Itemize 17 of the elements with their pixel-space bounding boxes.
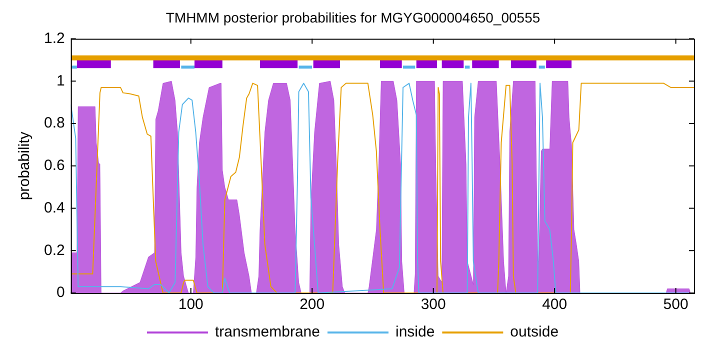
- y-tick-label: 0.2: [44, 242, 65, 259]
- y-tick-label: 0: [56, 284, 65, 302]
- y-tick-label: 0.6: [44, 157, 65, 174]
- legend-label: inside: [395, 324, 435, 341]
- x-tick-label: 400: [542, 296, 568, 314]
- x-tick-label: 300: [420, 296, 446, 314]
- x-tick-label: 500: [663, 296, 688, 314]
- y-axis-title: probability: [16, 131, 34, 200]
- x-tick-label: 200: [300, 296, 325, 314]
- y-tick-label: 1: [56, 72, 65, 90]
- legend-label: transmembrane: [214, 324, 320, 341]
- y-tick-label: 0.8: [44, 114, 65, 132]
- x-tick-label: 100: [178, 296, 204, 314]
- legend-label: outside: [510, 324, 559, 341]
- y-tick-label: 0.4: [44, 199, 65, 216]
- chart-title: TMHMM posterior probabilities for MGYG000004650_00555: [166, 9, 540, 26]
- y-tick-label: 1.2: [44, 30, 65, 47]
